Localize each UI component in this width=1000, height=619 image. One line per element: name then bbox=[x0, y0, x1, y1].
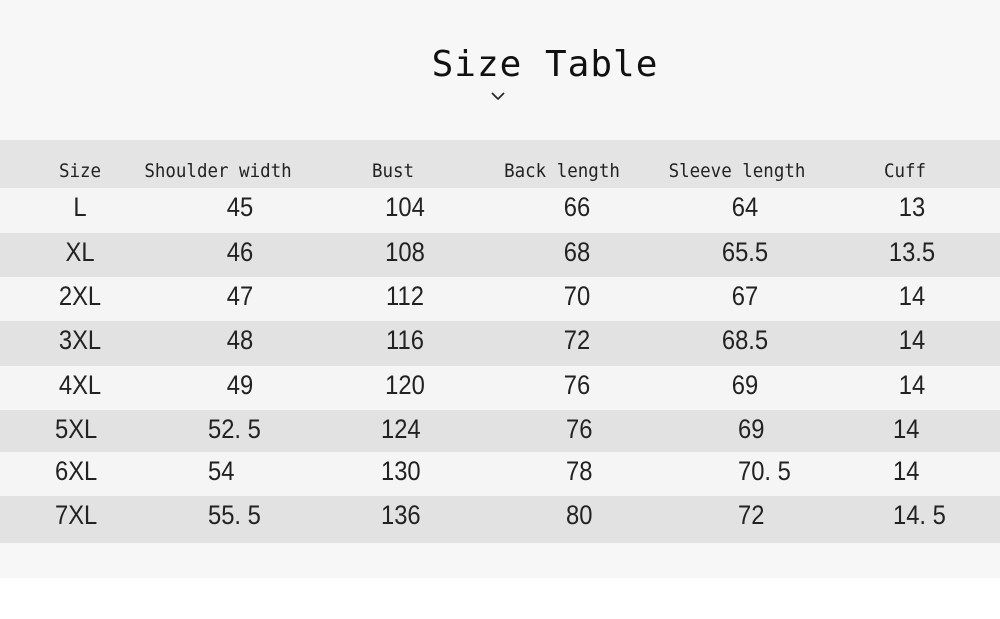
value-cell: 80 bbox=[566, 500, 593, 530]
table-row bbox=[0, 321, 1000, 366]
value-cell: 52. 5 bbox=[208, 414, 261, 444]
value-cell: 14 bbox=[898, 281, 926, 311]
size-cell: 6XL bbox=[55, 456, 98, 486]
value-cell: 46 bbox=[226, 237, 254, 267]
column-header: Sleeve length bbox=[668, 160, 806, 182]
table-row bbox=[0, 496, 1000, 543]
page-title: Size Table bbox=[431, 44, 659, 85]
value-cell: 76 bbox=[566, 414, 593, 444]
table-row bbox=[0, 233, 1000, 277]
value-cell: 76 bbox=[563, 370, 591, 400]
value-cell: 72 bbox=[563, 325, 591, 355]
value-cell: 66 bbox=[563, 192, 591, 222]
value-cell: 65.5 bbox=[721, 237, 769, 267]
value-cell: 13.5 bbox=[888, 237, 936, 267]
value-cell: 49 bbox=[226, 370, 254, 400]
table-row bbox=[0, 188, 1000, 233]
value-cell: 14 bbox=[893, 414, 920, 444]
value-cell: 14. 5 bbox=[893, 500, 946, 530]
value-cell: 68.5 bbox=[721, 325, 769, 355]
value-cell: 13 bbox=[898, 192, 926, 222]
column-header: Shoulder width bbox=[144, 160, 292, 182]
value-cell: 104 bbox=[385, 192, 425, 222]
size-cell: L bbox=[73, 192, 87, 222]
value-cell: 68 bbox=[563, 237, 591, 267]
column-header: Bust bbox=[371, 160, 415, 182]
size-cell: 2XL bbox=[58, 281, 102, 311]
column-header: Back length bbox=[504, 160, 620, 182]
value-cell: 112 bbox=[386, 281, 424, 311]
value-cell: 48 bbox=[226, 325, 254, 355]
size-cell: 7XL bbox=[55, 500, 98, 530]
value-cell: 67 bbox=[731, 281, 759, 311]
size-cell: 3XL bbox=[58, 325, 102, 355]
value-cell: 55. 5 bbox=[208, 500, 261, 530]
value-cell: 54 bbox=[208, 456, 235, 486]
value-cell: 14 bbox=[893, 456, 920, 486]
value-cell: 70. 5 bbox=[738, 456, 791, 486]
size-cell: 5XL bbox=[55, 414, 98, 444]
value-cell: 69 bbox=[738, 414, 765, 444]
value-cell: 108 bbox=[385, 237, 425, 267]
table-row bbox=[0, 410, 1000, 452]
value-cell: 69 bbox=[731, 370, 759, 400]
table-row bbox=[0, 277, 1000, 321]
value-cell: 14 bbox=[898, 370, 926, 400]
value-cell: 47 bbox=[226, 281, 254, 311]
size-cell: XL bbox=[65, 237, 95, 267]
value-cell: 136 bbox=[381, 500, 421, 530]
value-cell: 45 bbox=[226, 192, 254, 222]
table-row bbox=[0, 366, 1000, 410]
value-cell: 72 bbox=[738, 500, 765, 530]
value-cell: 14 bbox=[898, 325, 926, 355]
column-header: Size bbox=[58, 160, 102, 182]
value-cell: 120 bbox=[385, 370, 425, 400]
value-cell: 130 bbox=[381, 456, 421, 486]
value-cell: 78 bbox=[566, 456, 593, 486]
size-cell: 4XL bbox=[58, 370, 102, 400]
chevron-down-icon bbox=[491, 92, 505, 101]
table-header bbox=[0, 140, 1000, 188]
table-row bbox=[0, 452, 1000, 496]
value-cell: 70 bbox=[563, 281, 591, 311]
value-cell: 124 bbox=[381, 414, 421, 444]
value-cell: 116 bbox=[386, 325, 424, 355]
column-header: Cuff bbox=[883, 160, 927, 182]
value-cell: 64 bbox=[731, 192, 759, 222]
